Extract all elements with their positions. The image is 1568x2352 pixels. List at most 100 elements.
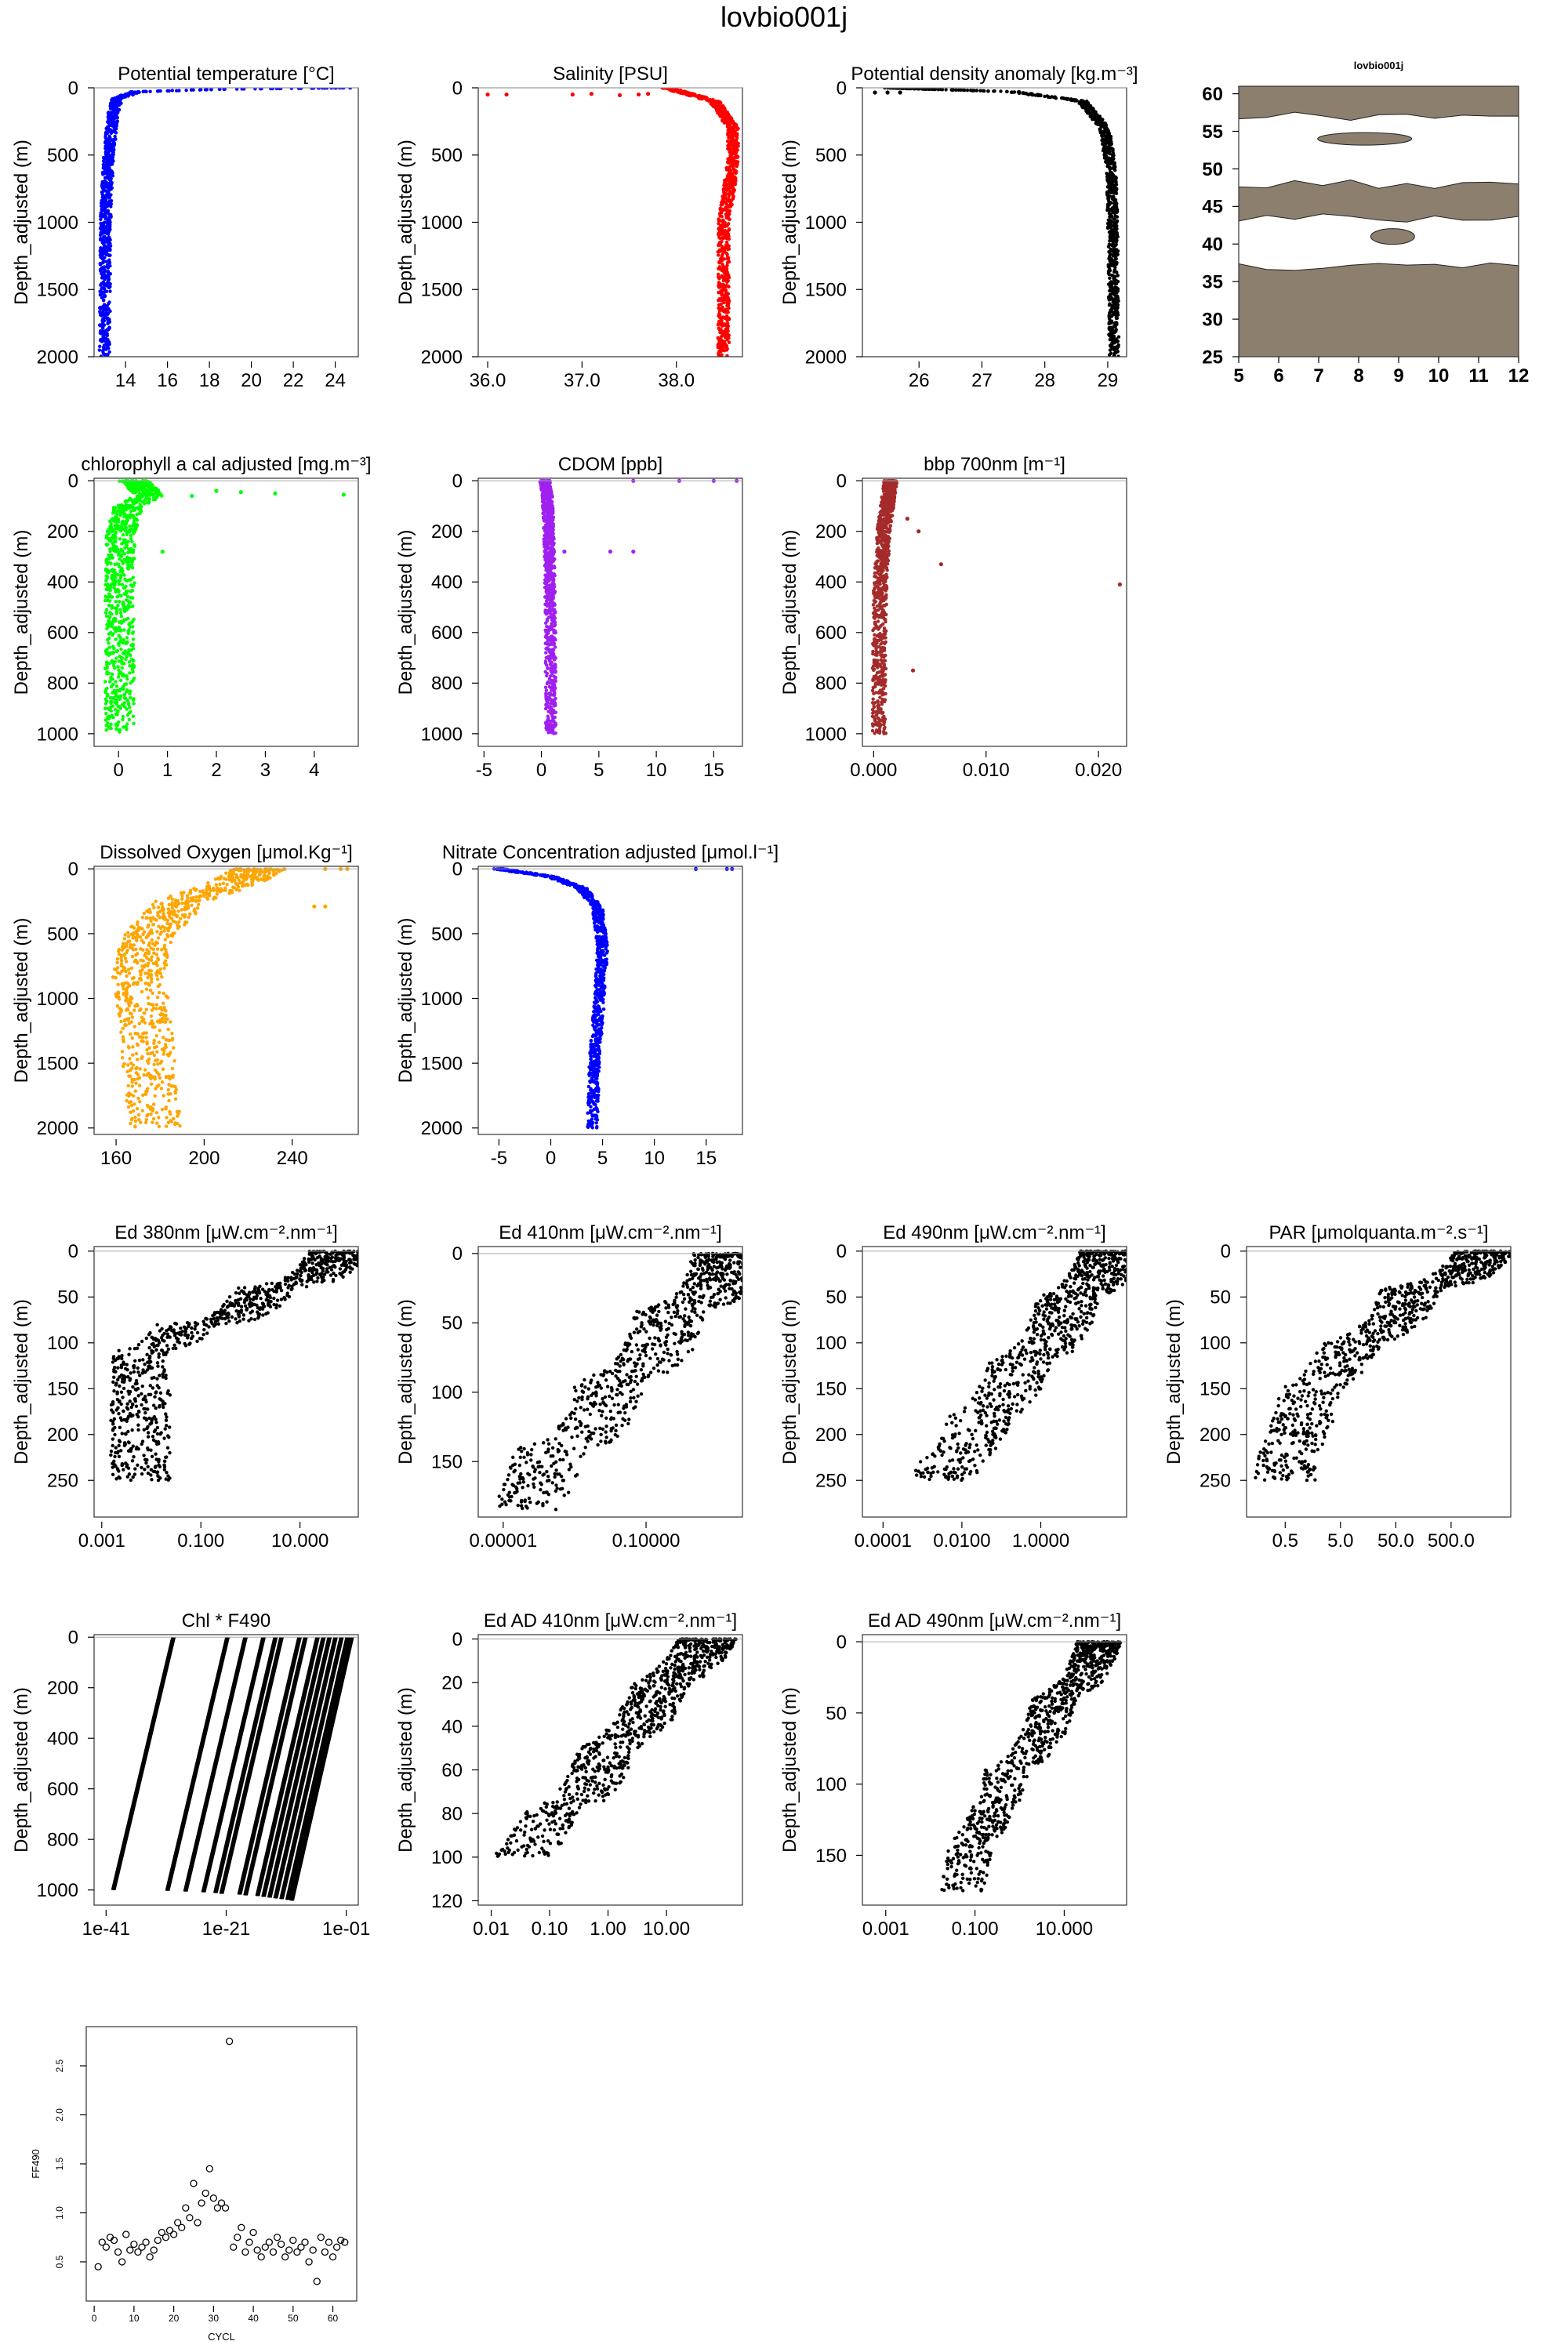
data-point <box>723 246 728 250</box>
data-point <box>543 528 547 532</box>
y-tick-label: 0 <box>68 78 78 99</box>
data-point <box>100 209 105 212</box>
data-point <box>106 120 111 125</box>
data-point <box>108 696 113 700</box>
data-point <box>726 214 730 219</box>
data-point <box>1109 344 1112 348</box>
data-point <box>1112 217 1116 221</box>
data-point <box>107 260 112 265</box>
data-point <box>114 102 119 106</box>
data-point <box>908 88 912 91</box>
data-point <box>102 294 106 299</box>
data-point <box>107 557 111 561</box>
data-point <box>124 641 129 645</box>
data-point <box>118 514 122 517</box>
data-point <box>104 711 108 716</box>
data-point <box>965 88 970 93</box>
data-point <box>1077 100 1082 104</box>
data-point <box>553 715 557 720</box>
data-point <box>148 493 152 497</box>
plot-frame <box>93 477 359 747</box>
data-point <box>153 487 157 491</box>
data-point <box>1112 227 1116 231</box>
data-point <box>546 495 550 499</box>
data-point <box>544 539 549 543</box>
data-point <box>114 612 119 615</box>
data-point <box>107 123 112 128</box>
data-point <box>323 88 327 90</box>
data-point <box>115 722 119 726</box>
data-point <box>717 282 721 287</box>
data-point <box>107 181 111 186</box>
data-point <box>106 585 110 589</box>
y-tick-label: 40 <box>1202 234 1223 256</box>
data-point <box>550 564 555 568</box>
data-point <box>137 90 141 94</box>
data-point <box>119 629 123 633</box>
data-point <box>731 129 735 133</box>
data-point <box>101 265 105 270</box>
data-point <box>1109 222 1112 226</box>
y-axis-label: Depth_adjusted (m) <box>779 140 800 305</box>
data-point <box>1110 273 1114 278</box>
data-point <box>718 318 723 323</box>
data-point <box>112 129 116 133</box>
data-point <box>109 684 114 689</box>
plot-area <box>1239 86 1519 357</box>
data-point <box>1091 115 1094 120</box>
data-point <box>114 600 118 604</box>
data-point <box>1107 317 1112 321</box>
data-point <box>124 618 128 622</box>
data-point <box>1113 201 1117 206</box>
data-point <box>551 620 556 624</box>
data-point <box>1086 101 1091 105</box>
data-point <box>98 250 103 254</box>
data-point <box>1029 92 1033 96</box>
data-point <box>1046 95 1051 100</box>
data-point <box>546 558 550 562</box>
data-point <box>99 282 103 286</box>
data-point <box>107 645 111 650</box>
data-point <box>122 692 127 696</box>
data-point <box>107 671 111 675</box>
data-point <box>1112 338 1117 343</box>
data-point <box>299 88 303 90</box>
data-point <box>132 544 137 548</box>
data-point <box>132 702 136 706</box>
data-point <box>104 152 109 156</box>
data-point <box>104 662 109 666</box>
data-point <box>121 641 125 645</box>
data-point <box>1111 147 1115 151</box>
data-point <box>724 205 728 209</box>
data-point <box>551 654 555 658</box>
outlier-point <box>485 92 490 97</box>
data-point <box>543 562 548 567</box>
data-point <box>1107 249 1111 254</box>
data-point <box>543 482 548 487</box>
data-point <box>118 569 122 573</box>
data-point <box>719 224 723 228</box>
data-point <box>1112 354 1116 357</box>
data-point <box>129 533 132 538</box>
data-point <box>155 89 160 93</box>
data-point <box>1106 282 1111 286</box>
data-point <box>543 706 548 711</box>
data-point <box>718 322 723 326</box>
island <box>1370 228 1415 245</box>
data-point <box>726 187 730 191</box>
data-point <box>735 136 739 140</box>
data-point <box>720 315 725 319</box>
x-tick-label: 36.0 <box>470 370 506 391</box>
x-tick-label: 8 <box>1353 365 1363 387</box>
data-point <box>1115 345 1119 349</box>
data-point <box>554 611 557 615</box>
data-point <box>1106 263 1110 267</box>
data-point <box>1113 350 1118 354</box>
data-point <box>103 179 107 183</box>
data-point <box>120 659 124 663</box>
data-point <box>545 681 550 686</box>
data-point <box>129 625 132 629</box>
data-point <box>727 260 731 264</box>
data-point <box>103 328 107 333</box>
